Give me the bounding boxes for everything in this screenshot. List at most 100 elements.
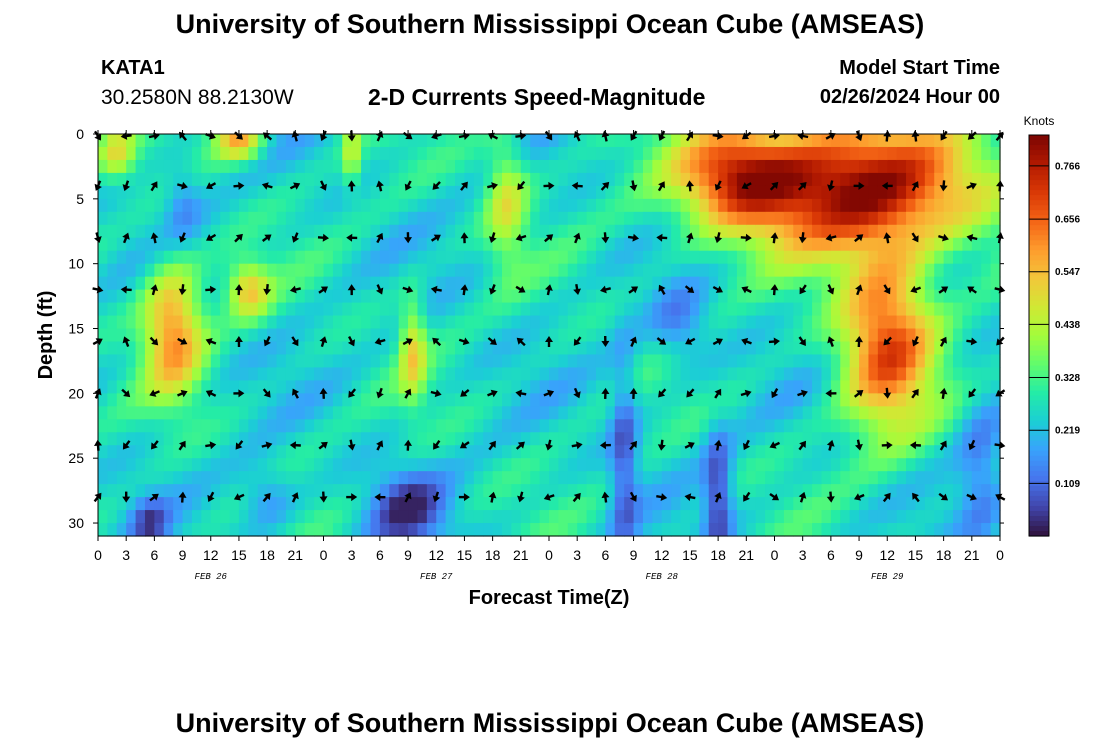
- heatmap-cell: [210, 445, 221, 459]
- current-arrow: [797, 182, 807, 191]
- current-arrow: [572, 492, 581, 503]
- heatmap-cell: [981, 159, 992, 174]
- heatmap-cell: [821, 523, 832, 537]
- heatmap-cell: [267, 237, 278, 252]
- heatmap-cell: [614, 484, 625, 498]
- heatmap-cell: [812, 497, 823, 511]
- heatmap-cell: [558, 484, 569, 498]
- heatmap-cell: [727, 484, 738, 498]
- current-arrow: [205, 390, 217, 398]
- heatmap-cell: [896, 445, 907, 459]
- heatmap-cell: [718, 445, 729, 459]
- heatmap-cell: [379, 289, 390, 304]
- current-arrow: [827, 180, 835, 192]
- heatmap-cell: [971, 134, 982, 148]
- heatmap-cell: [783, 354, 794, 369]
- heatmap-cell: [783, 523, 794, 537]
- heatmap-cell: [614, 471, 625, 485]
- heatmap-cell: [671, 276, 682, 291]
- heatmap-cell: [285, 315, 296, 330]
- heatmap-cell: [492, 146, 503, 161]
- heatmap-cell: [661, 497, 672, 511]
- heatmap-cell: [793, 172, 804, 187]
- heatmap-cell: [924, 328, 935, 343]
- heatmap-cell: [445, 237, 456, 252]
- heatmap-cell: [191, 445, 202, 459]
- heatmap-cell: [436, 134, 447, 148]
- heatmap-cell: [502, 458, 513, 472]
- heatmap-cell: [595, 523, 606, 537]
- colorbar-swatch: [1029, 280, 1049, 286]
- model-start-value: 02/26/2024 Hour 00: [819, 86, 1000, 108]
- heatmap-cell: [849, 419, 860, 433]
- current-arrow: [912, 492, 920, 503]
- heatmap-cell: [511, 146, 522, 161]
- heatmap-cell: [417, 198, 428, 213]
- heatmap-cell: [135, 432, 146, 446]
- heatmap-cell: [830, 341, 841, 356]
- heatmap-cell: [173, 315, 184, 330]
- colorbar-swatch: [1029, 220, 1049, 226]
- heatmap-cell: [812, 367, 823, 381]
- heatmap-cell: [755, 289, 766, 304]
- heatmap-cell: [887, 445, 898, 459]
- heatmap-cell: [191, 263, 202, 278]
- heatmap-cell: [934, 134, 945, 148]
- heatmap-cell: [699, 367, 710, 381]
- heatmap-cell: [154, 419, 165, 433]
- heatmap-cell: [812, 302, 823, 317]
- heatmap-cell: [774, 146, 785, 161]
- current-arrow: [883, 387, 892, 399]
- heatmap-cell: [304, 419, 315, 433]
- heatmap-cell: [652, 250, 663, 265]
- heatmap-cell: [887, 276, 898, 291]
- heatmap-cell: [962, 250, 973, 265]
- heatmap-cell: [765, 523, 776, 537]
- heatmap-cell: [718, 341, 729, 356]
- heatmap-cell: [755, 484, 766, 498]
- heatmap-cell: [116, 263, 127, 278]
- heatmap-cell: [511, 250, 522, 265]
- heatmap-cell: [436, 250, 447, 265]
- heatmap-cell: [567, 224, 578, 239]
- heatmap-cell: [558, 328, 569, 343]
- heatmap-cell: [586, 484, 597, 498]
- heatmap-cell: [953, 250, 964, 265]
- heatmap-cell: [896, 315, 907, 330]
- heatmap-cell: [370, 367, 381, 381]
- heatmap-cell: [586, 497, 597, 511]
- heatmap-cell: [220, 458, 231, 472]
- heatmap-cell: [981, 224, 992, 239]
- heatmap-cell: [436, 367, 447, 381]
- heatmap-cell: [323, 237, 334, 252]
- heatmap-cell: [859, 510, 870, 524]
- heatmap-cell: [98, 224, 108, 239]
- heatmap-cell: [201, 237, 212, 252]
- heatmap-cell: [455, 510, 466, 524]
- heatmap-cell: [877, 289, 888, 304]
- heatmap-cell: [821, 172, 832, 187]
- heatmap-cell: [135, 328, 146, 343]
- heatmap-cell: [173, 134, 184, 148]
- heatmap-cell: [746, 445, 757, 459]
- heatmap-cell: [924, 445, 935, 459]
- heatmap-cell: [990, 315, 1001, 330]
- heatmap-cell: [295, 276, 306, 291]
- heatmap-cell: [812, 172, 823, 187]
- heatmap-cell: [793, 185, 804, 200]
- heatmap-cell: [567, 289, 578, 304]
- heatmap-cell: [924, 146, 935, 161]
- x-tick-label: 15: [682, 547, 698, 563]
- heatmap-cell: [671, 510, 682, 524]
- heatmap-cell: [849, 471, 860, 485]
- current-arrow: [346, 493, 358, 502]
- heatmap-cell: [802, 237, 813, 252]
- heatmap-cell: [736, 250, 747, 265]
- heatmap-cell: [821, 419, 832, 433]
- heatmap-cell: [680, 263, 691, 278]
- heatmap-cell: [859, 159, 870, 174]
- heatmap-cell: [154, 458, 165, 472]
- x-tick-label: 12: [654, 547, 670, 563]
- heatmap-cell: [718, 328, 729, 343]
- heatmap-cell: [351, 432, 362, 446]
